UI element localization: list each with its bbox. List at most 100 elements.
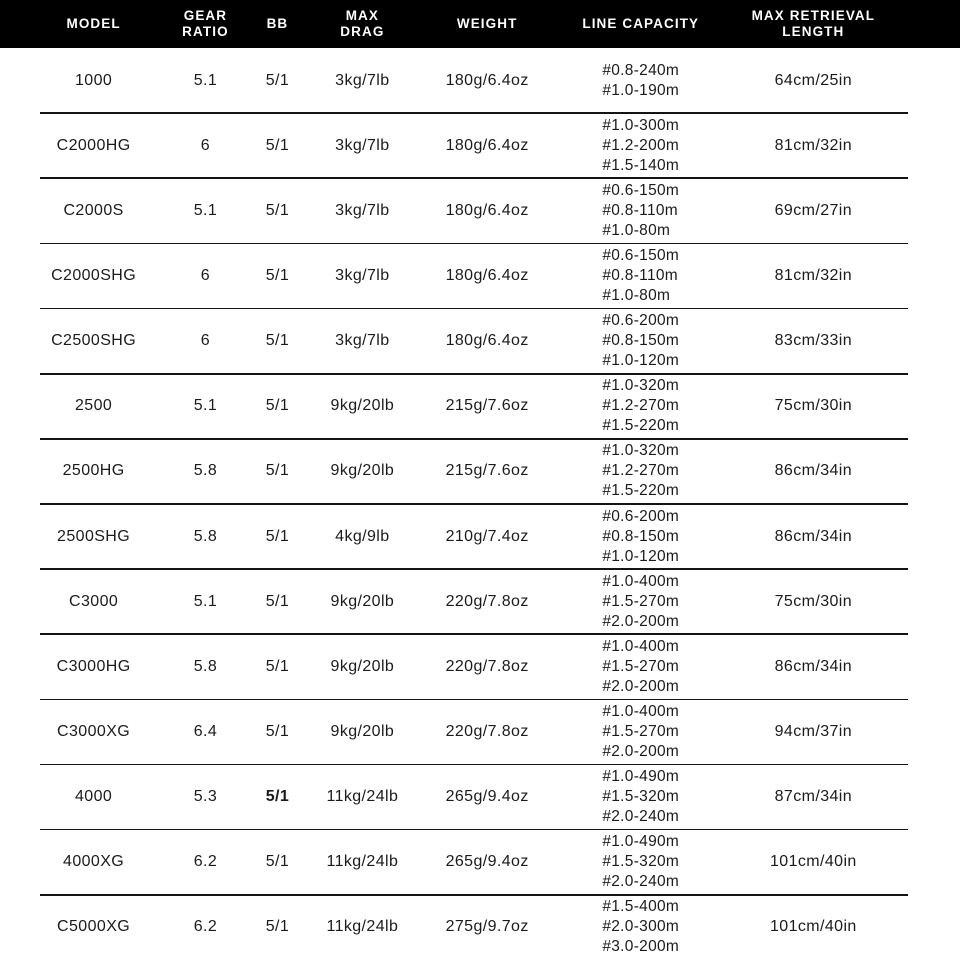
max-retrieval-length-value: 94cm/37in [774, 722, 853, 740]
gear-ratio-value: 5.3 [193, 788, 218, 806]
line-capacity-value: #1.0-320m #1.2-270m #1.5-220m [602, 442, 680, 500]
cell-model: 2500SHG [0, 504, 163, 569]
header-cell-bb: BB [248, 0, 308, 48]
cell-max-drag: 9kg/20lb [307, 634, 417, 699]
table-row: 4000 5.3 5/1 11kg/24lb 265g/9.4oz #1.0-490m #… [0, 763, 960, 830]
max-drag-value: 11kg/24lb [326, 853, 399, 871]
line-capacity-value: #1.0-320m #1.2-270m #1.5-220m [602, 377, 680, 435]
cell-model: 1000 [0, 48, 163, 113]
max-drag-value: 3kg/7lb [335, 201, 390, 219]
header-cell-line-capacity: LINE CAPACITY [557, 0, 725, 48]
max-retrieval-length-value: 83cm/33in [774, 332, 853, 350]
weight-value: 265g/9.4oz [445, 853, 529, 871]
cell-max-retrieval-length: 64cm/25in [725, 48, 960, 113]
cell-gear-ratio: 6 [163, 113, 247, 178]
model-value: 2500SHG [57, 527, 131, 545]
bb-value: 5/1 [265, 332, 290, 350]
cell-max-retrieval-length: 81cm/32in [725, 113, 960, 178]
cell-max-drag: 9kg/20lb [307, 569, 417, 634]
cell-max-retrieval-length: 83cm/33in [725, 309, 960, 374]
cell-weight: 180g/6.4oz [418, 178, 557, 243]
weight-value: 210g/7.4oz [445, 527, 529, 545]
max-retrieval-length-value: 86cm/34in [774, 527, 853, 545]
cell-line-capacity: #1.0-300m #1.2-200m #1.5-140m [557, 113, 725, 178]
max-drag-value: 11kg/24lb [326, 918, 399, 936]
cell-weight: 180g/6.4oz [418, 48, 557, 113]
column-label-weight: WEIGHT [456, 15, 518, 31]
cell-bb: 5/1 [248, 178, 308, 243]
cell-line-capacity: #0.6-200m #0.8-150m #1.0-120m [557, 309, 725, 374]
weight-value: 215g/7.6oz [445, 462, 529, 480]
table-row: C3000XG 6.4 5/1 9kg/20lb 220g/7.8oz #1.0-400m… [0, 698, 960, 764]
cell-max-drag: 3kg/7lb [307, 243, 417, 308]
cell-line-capacity: #1.0-490m #1.5-320m #2.0-240m [557, 830, 725, 895]
max-drag-value: 9kg/20lb [330, 592, 395, 610]
max-retrieval-length-value: 101cm/40in [769, 918, 857, 936]
max-retrieval-length-value: 87cm/34in [774, 788, 853, 806]
weight-value: 265g/9.4oz [445, 788, 529, 806]
table-row: 2500HG 5.8 5/1 9kg/20lb 215g/7.6oz #1.0-320m … [0, 438, 960, 504]
weight-value: 220g/7.8oz [445, 722, 529, 740]
max-drag-value: 3kg/7lb [335, 266, 390, 284]
bb-value: 5/1 [265, 918, 290, 936]
column-label-bb: BB [266, 15, 289, 31]
max-drag-value: 9kg/20lb [330, 722, 395, 740]
gear-ratio-value: 6.4 [193, 722, 218, 740]
cell-max-drag: 3kg/7lb [307, 178, 417, 243]
cell-gear-ratio: 5.1 [163, 374, 247, 439]
table-row: C3000 5.1 5/1 9kg/20lb 220g/7.8oz #1.0-400m #… [0, 568, 960, 634]
cell-gear-ratio: 5.1 [163, 48, 247, 113]
model-value: C2000HG [56, 136, 131, 154]
cell-model: C2000HG [0, 113, 163, 178]
cell-weight: 220g/7.8oz [418, 699, 557, 764]
line-capacity-value: #0.8-240m #1.0-190m [602, 61, 680, 99]
cell-bb: 5/1 [248, 765, 308, 830]
cell-model: C3000HG [0, 634, 163, 699]
bb-value: 5/1 [265, 527, 290, 545]
cell-model: C3000 [0, 569, 163, 634]
table-row: C2000SHG 6 5/1 3kg/7lb 180g/6.4oz #0.6-150m #… [0, 242, 960, 308]
line-capacity-value: #1.0-400m #1.5-270m #2.0-200m [602, 572, 680, 630]
model-value: C5000XG [57, 918, 131, 936]
line-capacity-value: #1.0-400m #1.5-270m #2.0-200m [602, 637, 680, 695]
model-value: 4000 [74, 788, 113, 806]
cell-line-capacity: #0.6-150m #0.8-110m #1.0-80m [557, 178, 725, 243]
cell-weight: 180g/6.4oz [418, 243, 557, 308]
max-retrieval-length-value: 81cm/32in [774, 136, 853, 154]
line-capacity-value: #0.6-200m #0.8-150m #1.0-120m [602, 312, 680, 370]
table-row: C2000S 5.1 5/1 3kg/7lb 180g/6.4oz #0.6-150m #… [0, 177, 960, 243]
header-cell-max-retrieval-length: MAX RETRIEVAL LENGTH [725, 0, 960, 48]
cell-gear-ratio: 6.2 [163, 895, 247, 960]
cell-line-capacity: #0.8-240m #1.0-190m [557, 48, 725, 113]
bb-value: 5/1 [265, 136, 290, 154]
line-capacity-value: #0.6-200m #0.8-150m #1.0-120m [602, 507, 680, 565]
cell-max-retrieval-length: 75cm/30in [725, 374, 960, 439]
cell-max-retrieval-length: 81cm/32in [725, 243, 960, 308]
cell-line-capacity: #1.0-320m #1.2-270m #1.5-220m [557, 374, 725, 439]
cell-gear-ratio: 5.8 [163, 439, 247, 504]
cell-max-drag: 11kg/24lb [307, 830, 417, 895]
cell-max-drag: 9kg/20lb [307, 374, 417, 439]
model-value: C2000SHG [51, 266, 137, 284]
cell-bb: 5/1 [248, 895, 308, 960]
cell-gear-ratio: 5.1 [163, 569, 247, 634]
gear-ratio-value: 6 [200, 136, 211, 154]
model-value: C3000 [69, 592, 119, 610]
gear-ratio-value: 5.1 [193, 71, 218, 89]
gear-ratio-value: 5.1 [193, 397, 218, 415]
cell-bb: 5/1 [248, 48, 308, 113]
cell-max-retrieval-length: 101cm/40in [725, 830, 960, 895]
weight-value: 180g/6.4oz [445, 332, 529, 350]
cell-max-drag: 11kg/24lb [307, 895, 417, 960]
cell-gear-ratio: 5.8 [163, 634, 247, 699]
line-capacity-value: #1.5-400m #2.0-300m #3.0-200m [602, 898, 680, 956]
cell-max-drag: 9kg/20lb [307, 699, 417, 764]
max-drag-value: 3kg/7lb [335, 136, 390, 154]
weight-value: 180g/6.4oz [445, 136, 529, 154]
bb-value: 5/1 [265, 397, 290, 415]
gear-ratio-value: 5.8 [193, 462, 218, 480]
cell-bb: 5/1 [248, 504, 308, 569]
model-value: 2500 [74, 397, 113, 415]
cell-weight: 265g/9.4oz [418, 765, 557, 830]
cell-line-capacity: #1.0-400m #1.5-270m #2.0-200m [557, 634, 725, 699]
